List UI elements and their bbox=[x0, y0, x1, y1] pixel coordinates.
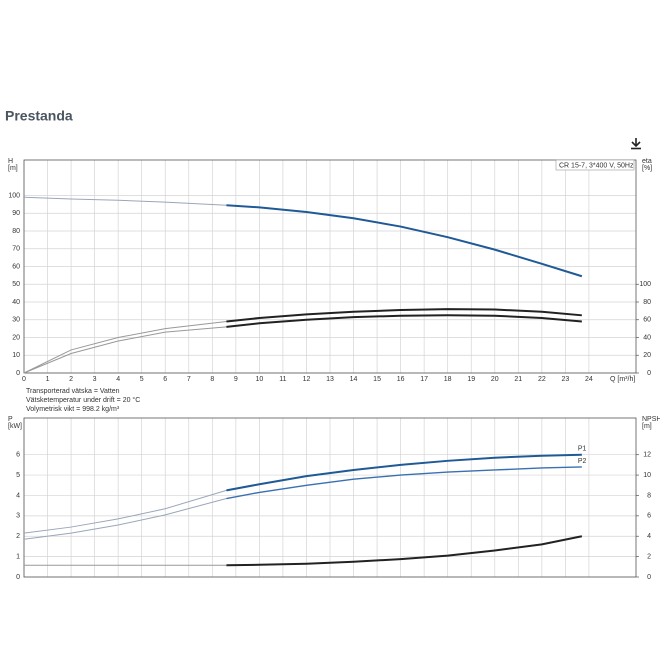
y2-axis-label: [%] bbox=[642, 165, 652, 172]
note: Transporterad vätska = Vatten bbox=[26, 388, 120, 395]
curve bbox=[23, 498, 227, 540]
x-tick-label: 11 bbox=[279, 376, 286, 383]
x-tick-label: 0 bbox=[22, 376, 26, 383]
y-tick-label: 100 bbox=[8, 192, 20, 199]
y2-tick-label: 0 bbox=[647, 574, 651, 581]
y-tick-label: 70 bbox=[12, 246, 20, 253]
legend-box bbox=[555, 159, 635, 171]
y2-tick-label: 4 bbox=[647, 533, 651, 540]
note: Volymetrisk vikt = 998.2 kg/m³ bbox=[26, 406, 120, 413]
x-tick-label: 1 bbox=[46, 376, 50, 383]
curve bbox=[226, 466, 582, 500]
y-tick-label: 50 bbox=[12, 281, 20, 288]
x-tick-label: 19 bbox=[467, 376, 475, 383]
x-tick-label: 4 bbox=[116, 376, 120, 383]
x-tick-label: 21 bbox=[514, 376, 522, 383]
curve bbox=[23, 196, 227, 206]
curve bbox=[23, 326, 227, 374]
x-tick-label: 5 bbox=[140, 376, 144, 383]
y2-axis-label: [m] bbox=[642, 423, 652, 430]
y-tick-label: 60 bbox=[12, 263, 20, 270]
curve bbox=[23, 489, 227, 534]
y-tick-label: 0 bbox=[16, 574, 20, 581]
y2-tick-label: 10 bbox=[643, 472, 651, 479]
x-tick-label: 22 bbox=[538, 376, 546, 383]
x-tick-label: 9 bbox=[234, 376, 238, 383]
curve bbox=[226, 453, 582, 492]
y2-tick-label: 8 bbox=[647, 492, 651, 499]
x-tick-label: 18 bbox=[444, 376, 452, 383]
y2-axis-label: NPSH bbox=[642, 416, 660, 423]
y-tick-label: 2 bbox=[16, 533, 20, 540]
page-title: Prestanda bbox=[5, 108, 73, 124]
y2-axis-label: eta bbox=[642, 158, 652, 165]
y2-tick-label: 80 bbox=[643, 299, 651, 306]
y-tick-label: 6 bbox=[16, 452, 20, 459]
y2-tick-label: 6 bbox=[647, 513, 651, 520]
curve bbox=[226, 204, 583, 278]
y2-tick-label: 2 bbox=[647, 553, 651, 560]
y-tick-label: 40 bbox=[12, 299, 20, 306]
y-tick-label: 80 bbox=[12, 228, 20, 235]
x-axis-label: Q [m³/h] bbox=[610, 376, 635, 383]
y-tick-label: 30 bbox=[12, 317, 20, 324]
y-tick-label: 5 bbox=[16, 472, 20, 479]
y2-tick-label: 12 bbox=[643, 452, 651, 459]
y-tick-label: 1 bbox=[16, 553, 20, 560]
curve bbox=[226, 314, 582, 328]
download-icon[interactable] bbox=[631, 138, 641, 150]
legend-text: CR 15-7, 3*400 V, 50Hz bbox=[559, 162, 634, 169]
series-label: P1 bbox=[578, 446, 587, 453]
y-axis-label: P bbox=[8, 416, 13, 423]
x-tick-label: 6 bbox=[163, 376, 167, 383]
y-axis-label: H bbox=[8, 158, 13, 165]
x-tick-label: 16 bbox=[397, 376, 405, 383]
series-label: P2 bbox=[578, 458, 587, 465]
x-tick-label: 8 bbox=[210, 376, 214, 383]
x-tick-label: 14 bbox=[350, 376, 358, 383]
y2-tick-label: 60 bbox=[643, 317, 651, 324]
x-tick-label: 7 bbox=[187, 376, 191, 383]
x-tick-label: 17 bbox=[420, 376, 428, 383]
x-tick-label: 24 bbox=[585, 376, 593, 383]
plot-frame bbox=[23, 417, 637, 578]
x-tick-label: 3 bbox=[93, 376, 97, 383]
y-tick-label: 90 bbox=[12, 210, 20, 217]
curve bbox=[226, 535, 583, 567]
y-tick-label: 0 bbox=[16, 370, 20, 377]
y-tick-label: 10 bbox=[12, 352, 20, 359]
note: Vätsketemperatur under drift = 20 °C bbox=[26, 396, 140, 404]
y2-tick-label: 20 bbox=[643, 352, 651, 359]
y2-tick-label: 100 bbox=[639, 281, 651, 288]
plot-frame bbox=[23, 159, 637, 374]
curve bbox=[226, 308, 582, 323]
curve bbox=[23, 321, 227, 374]
x-tick-label: 13 bbox=[326, 376, 334, 383]
x-tick-label: 12 bbox=[303, 376, 311, 383]
x-tick-label: 23 bbox=[561, 376, 569, 383]
y-tick-label: 4 bbox=[16, 492, 20, 499]
y-axis-label: [m] bbox=[8, 165, 18, 172]
y-tick-label: 20 bbox=[12, 334, 20, 341]
x-tick-label: 10 bbox=[255, 376, 263, 383]
y-tick-label: 3 bbox=[16, 513, 20, 520]
y2-tick-label: 40 bbox=[643, 334, 651, 341]
y2-tick-label: 0 bbox=[647, 370, 651, 377]
x-tick-label: 2 bbox=[69, 376, 73, 383]
x-tick-label: 20 bbox=[491, 376, 499, 383]
x-tick-label: 15 bbox=[373, 376, 381, 383]
y-axis-label: [kW] bbox=[8, 423, 22, 430]
